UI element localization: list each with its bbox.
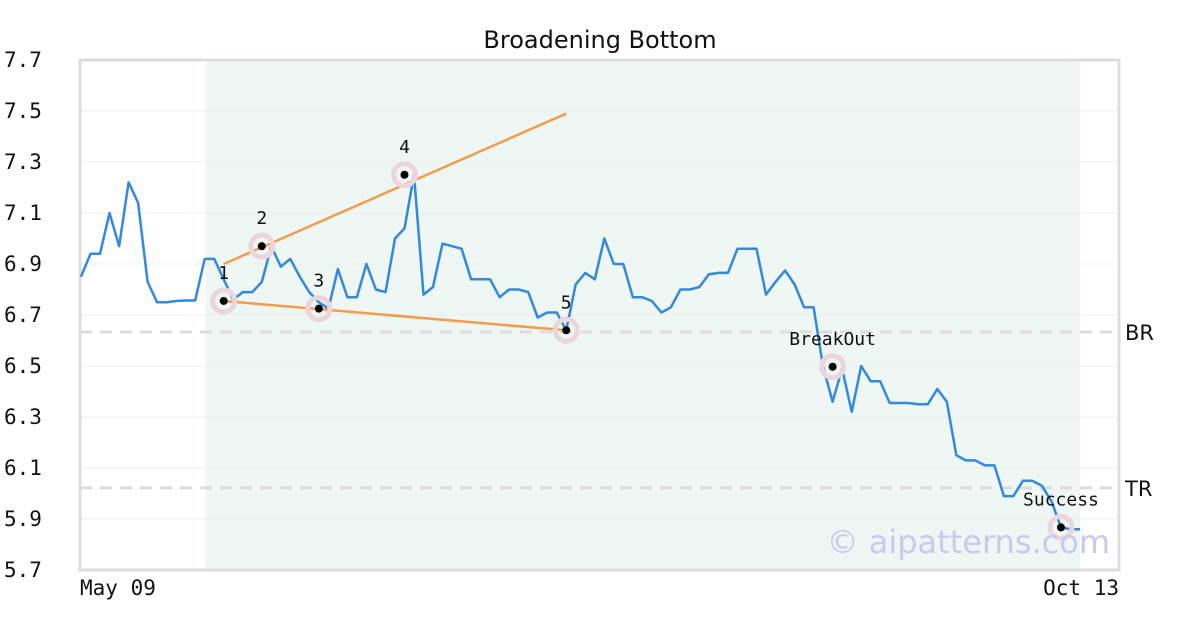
reference-label: BR (1125, 321, 1154, 345)
point-dot (314, 304, 323, 313)
y-tick-label: 6.5 (4, 354, 42, 378)
point-label: 2 (256, 208, 267, 229)
point-halo (248, 232, 276, 260)
y-tick-label: 6.1 (4, 456, 42, 480)
point-halo (1047, 513, 1075, 541)
chart-title: Broadening Bottom (483, 26, 716, 54)
point-dot (400, 170, 409, 179)
watermark: © aipatterns.com (827, 523, 1110, 561)
point-halo (552, 316, 580, 344)
point-halo (305, 295, 333, 323)
point-label: 3 (313, 271, 324, 292)
point-dot (1056, 523, 1065, 532)
y-tick-label: 6.9 (4, 252, 42, 276)
y-tick-label: 7.7 (4, 48, 42, 72)
point-halo (210, 287, 238, 315)
point-dot (562, 326, 571, 335)
y-tick-label: 7.1 (4, 201, 42, 225)
point-dot (257, 242, 266, 251)
point-label: 5 (561, 292, 572, 313)
point-label: 1 (218, 263, 229, 284)
trendline (223, 112, 567, 266)
x-tick-label: May 09 (80, 576, 156, 600)
point-label: 4 (399, 137, 410, 158)
point-label: Success (1023, 489, 1099, 510)
y-tick-label: 6.3 (4, 405, 42, 429)
point-dot (828, 362, 837, 371)
y-tick-label: 7.5 (4, 99, 42, 123)
y-tick-label: 7.3 (4, 150, 42, 174)
y-tick-label: 6.7 (4, 303, 42, 327)
y-tick-label: 5.7 (4, 558, 42, 582)
x-tick-label: Oct 13 (1043, 576, 1119, 600)
point-halo (819, 353, 847, 381)
y-tick-label: 5.9 (4, 507, 42, 531)
reference-label: TR (1124, 477, 1152, 501)
trendline (223, 299, 567, 332)
point-dot (219, 296, 228, 305)
price-line (79, 173, 1080, 531)
point-halo (390, 161, 418, 189)
plot-frame (78, 58, 1121, 572)
point-label: BreakOut (789, 329, 876, 350)
